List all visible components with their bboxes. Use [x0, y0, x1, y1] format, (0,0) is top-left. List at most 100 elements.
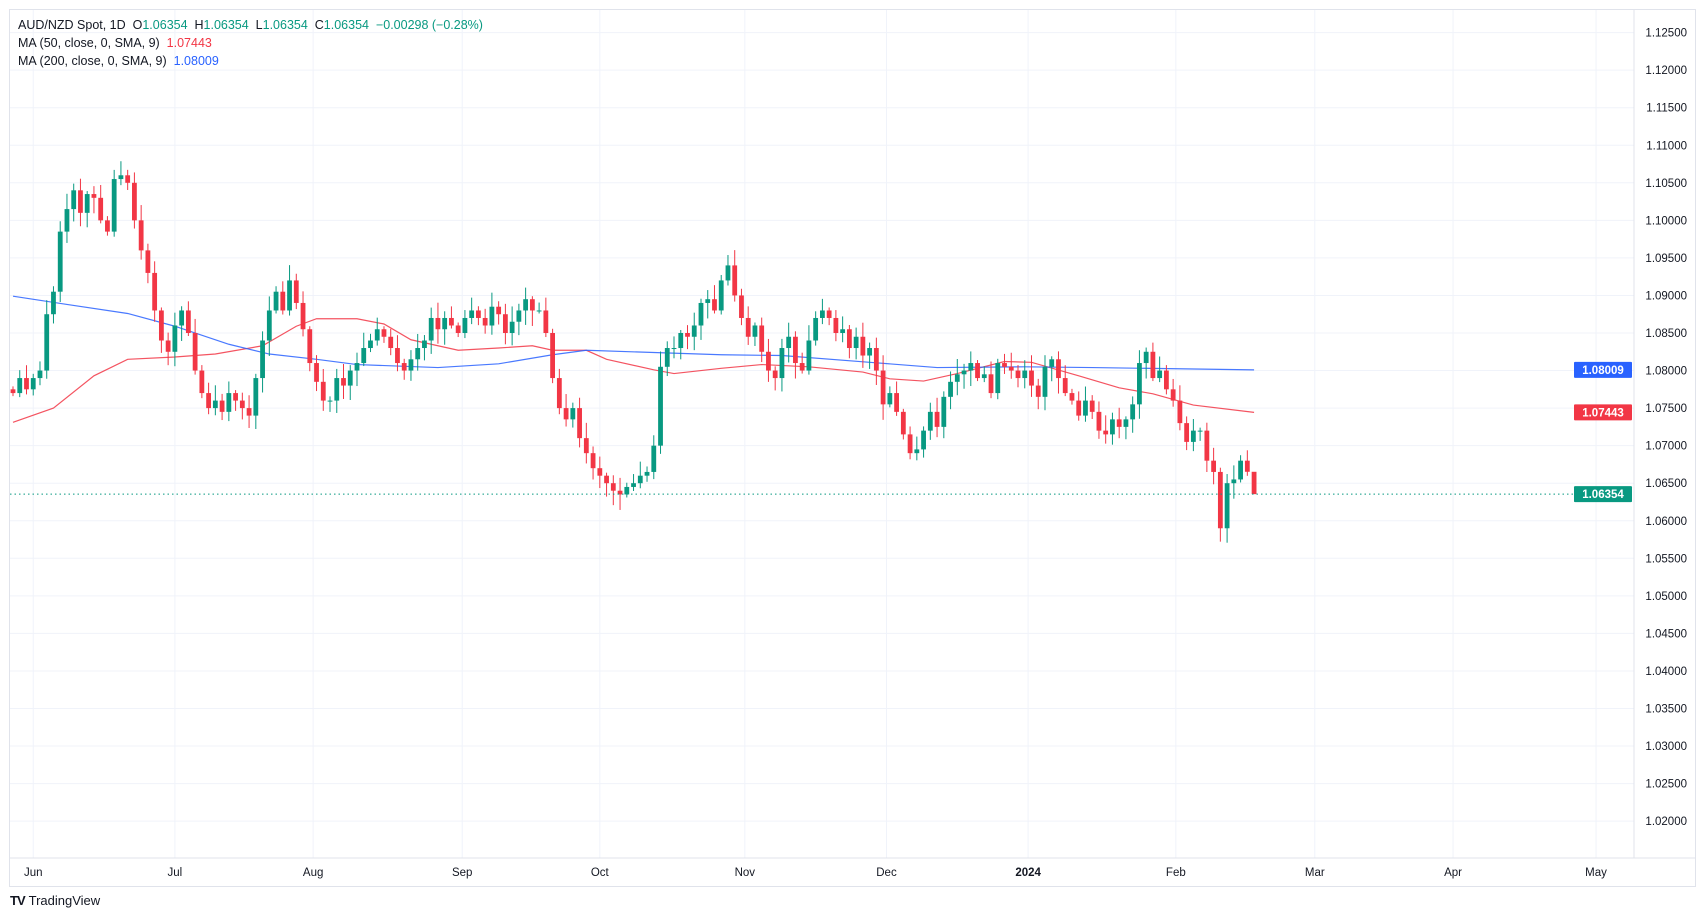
candle — [361, 332, 367, 367]
candle — [462, 310, 468, 339]
candle — [91, 186, 97, 214]
price-tick-label: 1.11000 — [1646, 140, 1687, 152]
candle — [887, 386, 893, 408]
candle — [273, 286, 279, 314]
candle-body — [1177, 400, 1183, 424]
candle-body — [631, 483, 636, 487]
candle-body — [995, 363, 1001, 394]
price-label-badge — [1574, 486, 1632, 503]
candle-body — [395, 348, 400, 364]
candle — [1190, 419, 1196, 452]
ma200-legend-row[interactable]: MA (200, close, 0, SMA, 9) 1.08009 — [18, 52, 483, 70]
candle-body — [577, 408, 582, 439]
candle-body — [981, 374, 987, 379]
candle — [1238, 455, 1243, 483]
candle-body — [658, 366, 663, 446]
candle-body — [1190, 430, 1196, 442]
tradingview-logo-icon: TV — [10, 893, 26, 908]
candle-body — [206, 393, 212, 409]
candle — [880, 355, 886, 420]
tradingview-logo[interactable]: TV TradingView — [10, 893, 100, 908]
price-tick-label: 1.06500 — [1645, 478, 1687, 490]
candle — [287, 265, 292, 316]
candle — [658, 351, 663, 454]
candle — [1042, 355, 1048, 411]
candle — [320, 368, 326, 411]
time-tick-label: Feb — [1166, 867, 1186, 879]
candle — [158, 307, 164, 353]
candle — [266, 296, 272, 356]
candle-body — [1089, 400, 1095, 412]
symbol-title[interactable]: AUD/NZD Spot, 1D — [18, 18, 126, 32]
candle-body — [739, 295, 744, 318]
candle — [206, 382, 212, 415]
candle — [347, 365, 353, 401]
candle-body — [442, 317, 448, 330]
candle — [712, 285, 717, 314]
candle-body — [449, 317, 454, 326]
candle-body — [873, 348, 879, 371]
candle — [745, 306, 751, 345]
candle-body — [826, 310, 832, 318]
open-value: 1.06354 — [142, 18, 188, 32]
price-tick-label: 1.03500 — [1645, 704, 1687, 716]
candle-body — [914, 449, 920, 454]
candle-body — [583, 438, 589, 454]
candle-body — [1224, 483, 1230, 529]
candle — [105, 216, 110, 236]
candle-body — [105, 220, 110, 232]
candle — [476, 306, 481, 326]
candle — [644, 466, 650, 482]
candle-body — [1163, 370, 1169, 390]
candle-body — [1029, 370, 1034, 386]
candle-body — [516, 310, 522, 322]
candle-body — [361, 348, 367, 364]
candle-body — [118, 175, 124, 180]
candle-body — [476, 310, 481, 318]
candle-body — [381, 329, 387, 337]
candle — [907, 426, 913, 460]
ma50-value: 1.07443 — [166, 36, 212, 50]
ma50-legend-row[interactable]: MA (50, close, 0, SMA, 9) 1.07443 — [18, 34, 483, 52]
candle — [509, 306, 515, 346]
close-label: C — [314, 18, 324, 32]
candle-body — [10, 389, 16, 394]
candle — [820, 298, 825, 325]
candle — [1204, 422, 1210, 472]
low-label: L — [255, 18, 263, 32]
candle-body — [1231, 479, 1237, 484]
candle-body — [226, 393, 232, 412]
candle-body — [509, 321, 515, 333]
candle-body — [678, 333, 684, 349]
candle — [968, 351, 974, 387]
candle-body — [691, 325, 697, 337]
candle — [449, 306, 454, 329]
candle-body — [158, 310, 164, 341]
candle-body — [610, 483, 616, 491]
candle — [833, 310, 839, 342]
candle — [1163, 365, 1169, 395]
candle-body — [941, 396, 947, 427]
candle-body — [300, 302, 306, 330]
candle — [1150, 342, 1156, 382]
candle — [37, 361, 43, 386]
candle-body — [745, 317, 751, 337]
candle — [954, 359, 960, 396]
candle — [401, 358, 407, 380]
candle — [556, 368, 562, 415]
candle-body — [347, 370, 353, 386]
candle — [651, 435, 657, 480]
candle — [1211, 447, 1217, 485]
candle-body — [489, 306, 495, 326]
time-tick-label: Nov — [735, 867, 756, 879]
price-tick-label: 1.07500 — [1645, 403, 1687, 415]
candle — [334, 368, 340, 413]
candle-body — [867, 348, 873, 356]
candle — [718, 274, 724, 315]
candle — [786, 322, 792, 363]
candle — [779, 338, 785, 392]
candle — [732, 250, 738, 302]
candle — [583, 422, 589, 464]
candle-body — [307, 329, 313, 364]
